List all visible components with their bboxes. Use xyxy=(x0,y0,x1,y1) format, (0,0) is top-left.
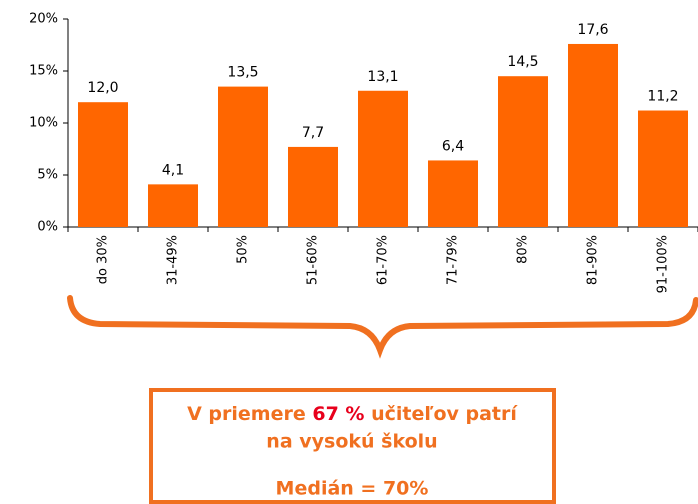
value-label: 17,6 xyxy=(577,22,608,38)
box-border xyxy=(149,388,556,504)
annotation-line2: na vysokú školu xyxy=(266,431,437,453)
y-tick-label: 10% xyxy=(29,116,58,131)
y-tick-label: 5% xyxy=(37,168,58,183)
value-label: 14,5 xyxy=(507,54,538,70)
y-tick-label: 0% xyxy=(37,220,58,235)
annotation-box: V priemere 67 % učiteľov patrí na vysokú… xyxy=(149,388,556,504)
value-label: 11,2 xyxy=(647,89,678,105)
x-tick-label: 71-79% xyxy=(446,235,461,285)
value-label: 4,1 xyxy=(162,162,184,178)
brace xyxy=(67,295,698,359)
bar xyxy=(638,110,688,227)
annotation-highlight: 67 % xyxy=(312,403,364,425)
y-tick-label: 20% xyxy=(29,12,58,27)
annotation-text: učiteľov patrí xyxy=(364,403,518,425)
x-tick-label: 80% xyxy=(516,235,531,264)
annotation-median: Medián = 70% xyxy=(276,478,429,500)
x-tick-label: 81-90% xyxy=(586,235,601,285)
bar xyxy=(358,90,408,227)
value-label: 7,7 xyxy=(302,125,324,141)
x-tick-label: 50% xyxy=(236,235,251,264)
bar xyxy=(428,160,478,227)
y-tick-label: 15% xyxy=(29,64,58,79)
bar xyxy=(78,102,128,227)
bar xyxy=(498,76,548,227)
value-label: 13,5 xyxy=(227,65,258,81)
x-tick-label: 31-49% xyxy=(166,235,181,285)
bar xyxy=(568,43,618,228)
annotation-text: V priemere xyxy=(187,403,312,425)
x-tick-label: 61-70% xyxy=(376,235,391,285)
value-label: 13,1 xyxy=(367,69,398,85)
bar xyxy=(148,184,198,227)
bar xyxy=(218,86,268,227)
x-tick-label: 91-100% xyxy=(656,235,671,293)
bar xyxy=(288,146,338,227)
x-tick-label: 51-60% xyxy=(306,235,321,285)
x-tick-label: do 30% xyxy=(96,235,111,284)
value-label: 12,0 xyxy=(87,80,118,96)
annotation-line1: V priemere 67 % učiteľov patrí xyxy=(187,403,518,425)
value-label: 6,4 xyxy=(442,138,464,154)
